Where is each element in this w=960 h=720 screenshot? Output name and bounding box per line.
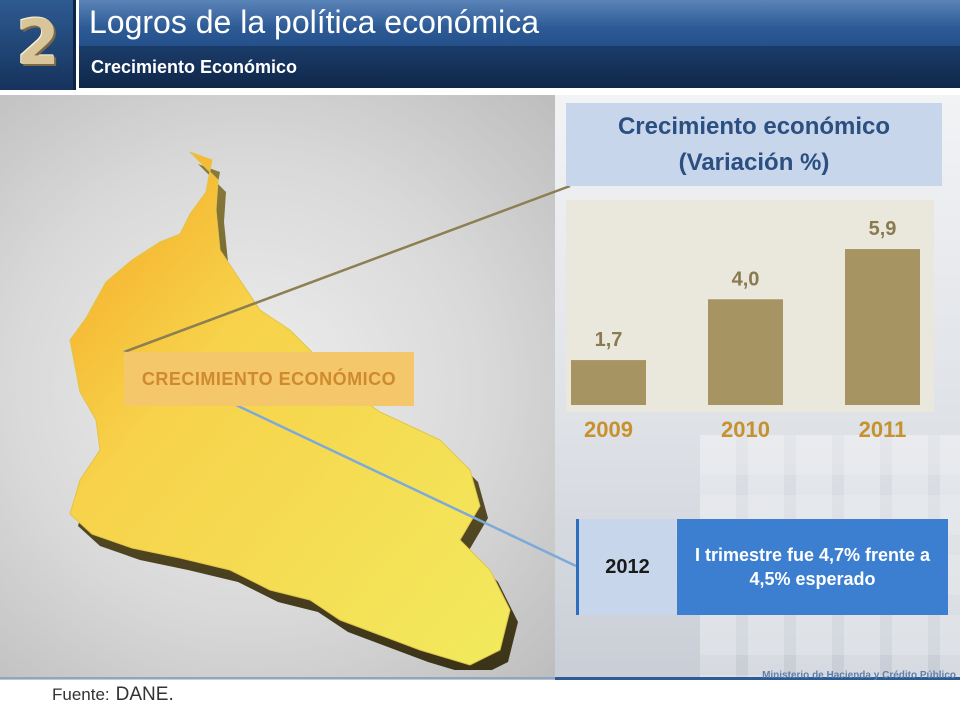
title-bar: Logros de la política económica: [79, 0, 960, 46]
source-note: Fuente: DANE.: [52, 684, 174, 706]
slide-header: 2 Logros de la política económica Crecim…: [0, 0, 960, 90]
bar-2011: [845, 249, 920, 405]
tick-label-2011: 2011: [859, 417, 907, 442]
section-badge: 2: [0, 0, 76, 90]
section-number: 2: [16, 6, 60, 79]
growth-bar-chart: 1,7 2009 4,0 2010 5,9 2011: [571, 218, 920, 442]
bar-2009: [571, 360, 646, 405]
chart-title-box: Crecimiento económico (Variación %): [566, 103, 942, 186]
map-label: CRECIMIENTO ECONÓMICO: [124, 352, 414, 406]
source-label: Fuente:: [52, 685, 110, 704]
page-title: Logros de la política económica: [89, 4, 540, 40]
data-label-2010: 4,0: [732, 268, 760, 290]
subtitle-bar: Crecimiento Económico: [79, 46, 960, 88]
page-subtitle: Crecimiento Económico: [91, 57, 298, 77]
bar-2010: [708, 299, 783, 405]
chart-title-line2: (Variación %): [678, 149, 830, 176]
ministry-name: Ministerio de Hacienda y Crédito Público: [762, 670, 956, 681]
footer-divider: [555, 677, 960, 680]
chart-title-line1: Crecimiento económico: [617, 113, 891, 140]
footer-divider-left: [0, 677, 555, 679]
colombia-map: [69, 151, 518, 670]
year-box: 2012: [576, 519, 676, 615]
tick-label-2010: 2010: [721, 417, 770, 442]
connector-line-chart: [123, 184, 571, 354]
source-value: DANE.: [115, 684, 174, 705]
data-label-2009: 1,7: [595, 329, 623, 351]
growth-note: I trimestre fue 4,7% frente a 4,5% esper…: [677, 519, 948, 615]
tick-label-2009: 2009: [584, 417, 633, 442]
data-label-2011: 5,9: [869, 218, 897, 240]
